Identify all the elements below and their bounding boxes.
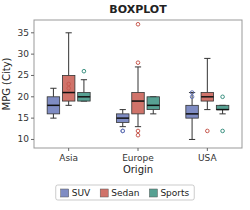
median [117, 117, 129, 119]
median [147, 105, 159, 107]
x-tick-label: USA [198, 153, 217, 163]
whisker-low [207, 101, 208, 110]
y-tick [31, 54, 34, 55]
legend: SUV Sedan Sports [56, 185, 195, 200]
legend-frame [56, 185, 195, 200]
box [147, 97, 159, 110]
cap-high [204, 58, 210, 59]
whisker-high [207, 58, 208, 92]
whisker-high [138, 67, 139, 93]
flier [136, 22, 140, 26]
legend-label: Sports [160, 188, 189, 198]
legend-swatch [149, 189, 157, 197]
cap-high [81, 79, 87, 80]
median [132, 100, 144, 102]
y-tick-label: 15 [18, 113, 29, 123]
whisker-high [122, 110, 123, 114]
x-tick [68, 148, 69, 151]
median [216, 109, 228, 111]
cap-high [120, 109, 126, 110]
cap-low [120, 126, 126, 127]
box [132, 93, 144, 114]
whisker-low [153, 110, 154, 114]
cap-low [135, 126, 141, 127]
legend-swatch [61, 189, 69, 197]
x-tick [138, 148, 139, 151]
plot-marks [47, 22, 229, 139]
whisker-low [68, 101, 69, 105]
x-axis-label: Origin [123, 164, 153, 175]
y-tick-label: 30 [18, 49, 30, 59]
flier [221, 95, 225, 99]
title: BOXPLOT [109, 3, 167, 16]
flier [190, 91, 194, 95]
box [62, 75, 74, 101]
cap-low [66, 105, 72, 106]
flier [206, 129, 210, 133]
legend-label: SUV [72, 188, 91, 198]
cap-high [50, 88, 56, 89]
flier [121, 129, 125, 133]
whisker-high [53, 88, 54, 97]
y-tick-label: 10 [18, 134, 30, 144]
y-tick [31, 118, 34, 119]
flier [67, 82, 71, 86]
y-tick [31, 96, 34, 97]
y-tick [31, 75, 34, 76]
chart: BOXPLOT 10 15 20 25 30 35 Asia Europe USA Origin MP… [0, 0, 250, 210]
flier [136, 61, 140, 65]
y-tick-label: 35 [18, 28, 29, 38]
whisker-low [138, 114, 139, 127]
flier [136, 129, 140, 133]
flier [190, 95, 194, 99]
median [186, 113, 198, 115]
flier [67, 86, 71, 90]
whisker-low [53, 114, 54, 118]
legend-swatch [100, 189, 108, 197]
whisker-low [122, 122, 123, 126]
box [216, 105, 228, 109]
whisker-high [68, 33, 69, 76]
y-tick [31, 32, 34, 33]
cap-high [135, 66, 141, 67]
x-tick [207, 148, 208, 151]
box [47, 97, 59, 114]
plot-frame [34, 20, 242, 148]
flier [221, 129, 225, 133]
whisker-low [192, 118, 193, 139]
median [78, 96, 90, 98]
y-tick [31, 139, 34, 140]
x-tick-label: Asia [59, 153, 78, 163]
cap-low [50, 118, 56, 119]
cap-low [150, 113, 156, 114]
y-tick-label: 20 [18, 92, 30, 102]
flier [82, 69, 86, 73]
median [62, 92, 74, 94]
legend-label: Sedan [111, 188, 139, 198]
cap-high [66, 32, 72, 33]
box [186, 105, 198, 118]
flier [121, 129, 125, 133]
box [117, 114, 129, 123]
flier [136, 133, 140, 137]
x-tick-label: Europe [122, 153, 154, 163]
box [201, 93, 213, 102]
cap-low [219, 113, 225, 114]
median [47, 105, 59, 107]
cap-low [204, 109, 210, 110]
y-tick-label: 25 [18, 70, 29, 80]
median [201, 96, 213, 98]
box [78, 93, 90, 102]
whisker-high [83, 80, 84, 93]
y-axis-label: MPG (City) [1, 57, 12, 110]
cap-low [189, 139, 195, 140]
